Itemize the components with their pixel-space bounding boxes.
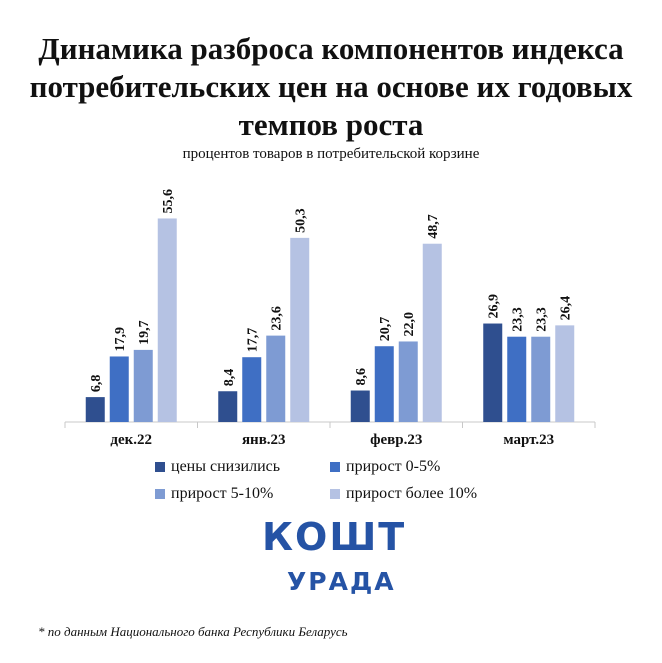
x-tick-label: февр.23 [370, 432, 422, 448]
data-label: 17,9 [113, 327, 128, 352]
bar [157, 218, 177, 422]
logo-top-text: КОШТ [262, 515, 407, 559]
bar [507, 336, 527, 422]
bar [398, 341, 418, 422]
bar [555, 325, 575, 422]
data-label: 22,0 [402, 312, 417, 337]
legend-item: цены снизились [155, 458, 330, 476]
data-label: 8,4 [222, 369, 237, 387]
legend-swatch [330, 489, 340, 499]
x-tick-label: янв.23 [242, 432, 286, 448]
bar [531, 336, 551, 422]
bar [109, 356, 129, 422]
bar [290, 237, 310, 422]
legend-item: прирост более 10% [330, 485, 530, 503]
bar [266, 335, 286, 422]
data-label: 50,3 [294, 208, 309, 233]
chart-subtitle: процентов товаров в потребительской корз… [182, 146, 480, 162]
legend-item: прирост 5-10% [155, 485, 330, 503]
legend-swatch [155, 489, 165, 499]
logo-bottom-text: УРАДА [287, 567, 396, 596]
legend-label: прирост 0-5% [346, 458, 441, 475]
data-label: 23,3 [535, 307, 550, 332]
data-label: 19,7 [137, 320, 152, 345]
bar [133, 349, 153, 422]
data-label: 17,7 [246, 328, 261, 353]
bar-chart: 6,8 17,9 19,7 55,6 дек.22 8,4 17,7 23,6 50,3 янв.… [64, 189, 596, 448]
legend-swatch [155, 462, 165, 472]
bar [350, 390, 370, 422]
legend-label: прирост более 10% [346, 485, 478, 502]
data-label: 26,4 [559, 296, 574, 321]
data-label: 20,7 [378, 317, 393, 342]
legend-item: прирост 0-5% [330, 458, 530, 476]
x-tick-label: март.23 [503, 432, 554, 448]
bar [422, 243, 442, 422]
data-label: 26,9 [487, 294, 502, 319]
chart-legend: цены снизились прирост 0-5% прирост 5-10% п… [155, 458, 535, 503]
data-label: 55,6 [161, 189, 176, 214]
bar [483, 323, 503, 422]
data-label: 48,7 [426, 214, 441, 239]
bar [374, 346, 394, 422]
bar [218, 391, 238, 422]
data-label: 23,3 [511, 307, 526, 332]
legend-label: цены снизились [171, 458, 281, 475]
chart-title: Динамика разброса компонентов индекса по… [29, 31, 633, 142]
data-label: 23,6 [270, 306, 285, 331]
bar [85, 397, 105, 422]
legend-label: прирост 5-10% [171, 485, 274, 502]
data-label: 8,6 [354, 368, 369, 386]
legend-swatch [330, 462, 340, 472]
footnote: * по данным Национального банка Республи… [38, 624, 348, 639]
bar [242, 357, 262, 422]
x-tick-label: дек.22 [110, 432, 152, 448]
logo: КОШТ УРАДА [262, 515, 412, 605]
data-label: 6,8 [89, 375, 104, 393]
